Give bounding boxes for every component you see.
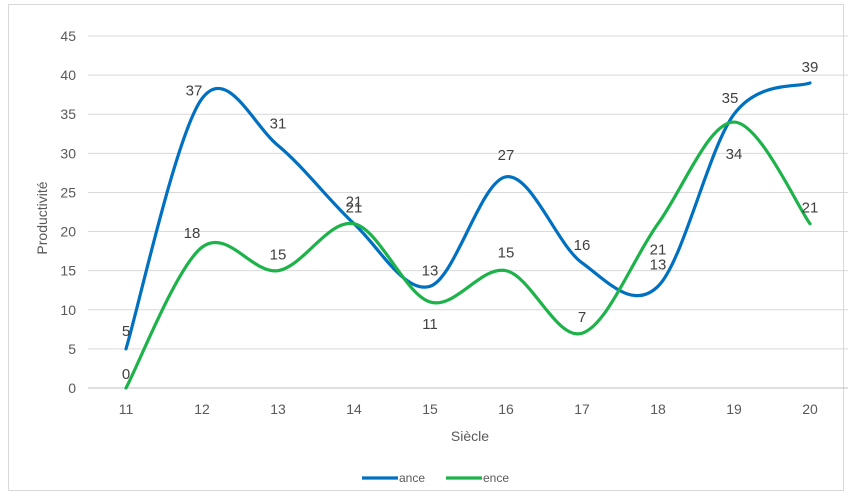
y-tick-label: 0 (68, 380, 76, 396)
data-label: 21 (346, 200, 363, 217)
y-tick-label: 45 (60, 28, 76, 44)
data-label: 0 (122, 366, 130, 383)
y-tick-label: 15 (60, 263, 76, 279)
series-lines (124, 81, 812, 390)
y-tick-label: 30 (60, 145, 76, 161)
y-tick-label: 10 (60, 302, 76, 318)
data-label: 39 (802, 59, 819, 76)
legend: ance ence (362, 471, 509, 485)
y-tick-label: 5 (68, 341, 76, 357)
series-line-0 (124, 81, 812, 351)
series-line-1 (124, 120, 812, 390)
x-tick-label: 19 (726, 401, 742, 417)
x-tick-label: 12 (194, 401, 210, 417)
x-tick-label: 17 (574, 401, 590, 417)
data-label: 13 (422, 262, 439, 279)
y-tick-label: 35 (60, 106, 76, 122)
data-label: 21 (802, 200, 819, 217)
data-label: 21 (346, 194, 363, 211)
x-axis-ticks: 11 12 13 14 15 16 17 18 19 20 (119, 401, 818, 417)
chart-area (8, 4, 844, 491)
data-label: 21 (650, 242, 667, 259)
data-label: 37 (186, 83, 203, 100)
data-label: 13 (650, 256, 667, 273)
legend-label-0: ance (399, 471, 425, 485)
data-label: 11 (422, 316, 438, 333)
x-tick-label: 18 (650, 401, 666, 417)
data-label: 5 (122, 323, 130, 340)
x-tick-label: 14 (346, 401, 362, 417)
data-label: 15 (270, 247, 287, 264)
legend-label-1: ence (483, 471, 509, 485)
y-tick-label: 40 (60, 67, 76, 83)
x-tick-label: 13 (270, 401, 286, 417)
data-label: 15 (498, 245, 515, 262)
x-tick-label: 16 (498, 401, 514, 417)
x-tick-label: 15 (422, 401, 438, 417)
gridlines (88, 35, 848, 389)
data-label: 16 (574, 237, 591, 254)
data-label: 31 (270, 116, 287, 133)
y-axis-title: Productivité (34, 181, 50, 254)
y-tick-label: 25 (60, 184, 76, 200)
data-label: 34 (726, 146, 743, 163)
y-tick-label: 20 (60, 224, 76, 240)
data-label: 27 (498, 147, 515, 164)
data-label: 7 (578, 309, 586, 326)
data-label: 18 (184, 225, 201, 242)
y-axis-ticks: 0 5 10 15 20 25 30 35 40 45 (60, 28, 76, 396)
data-label: 35 (722, 90, 739, 107)
x-tick-label: 11 (119, 401, 134, 417)
x-axis-title: Siècle (451, 428, 489, 444)
x-tick-label: 20 (802, 401, 818, 417)
